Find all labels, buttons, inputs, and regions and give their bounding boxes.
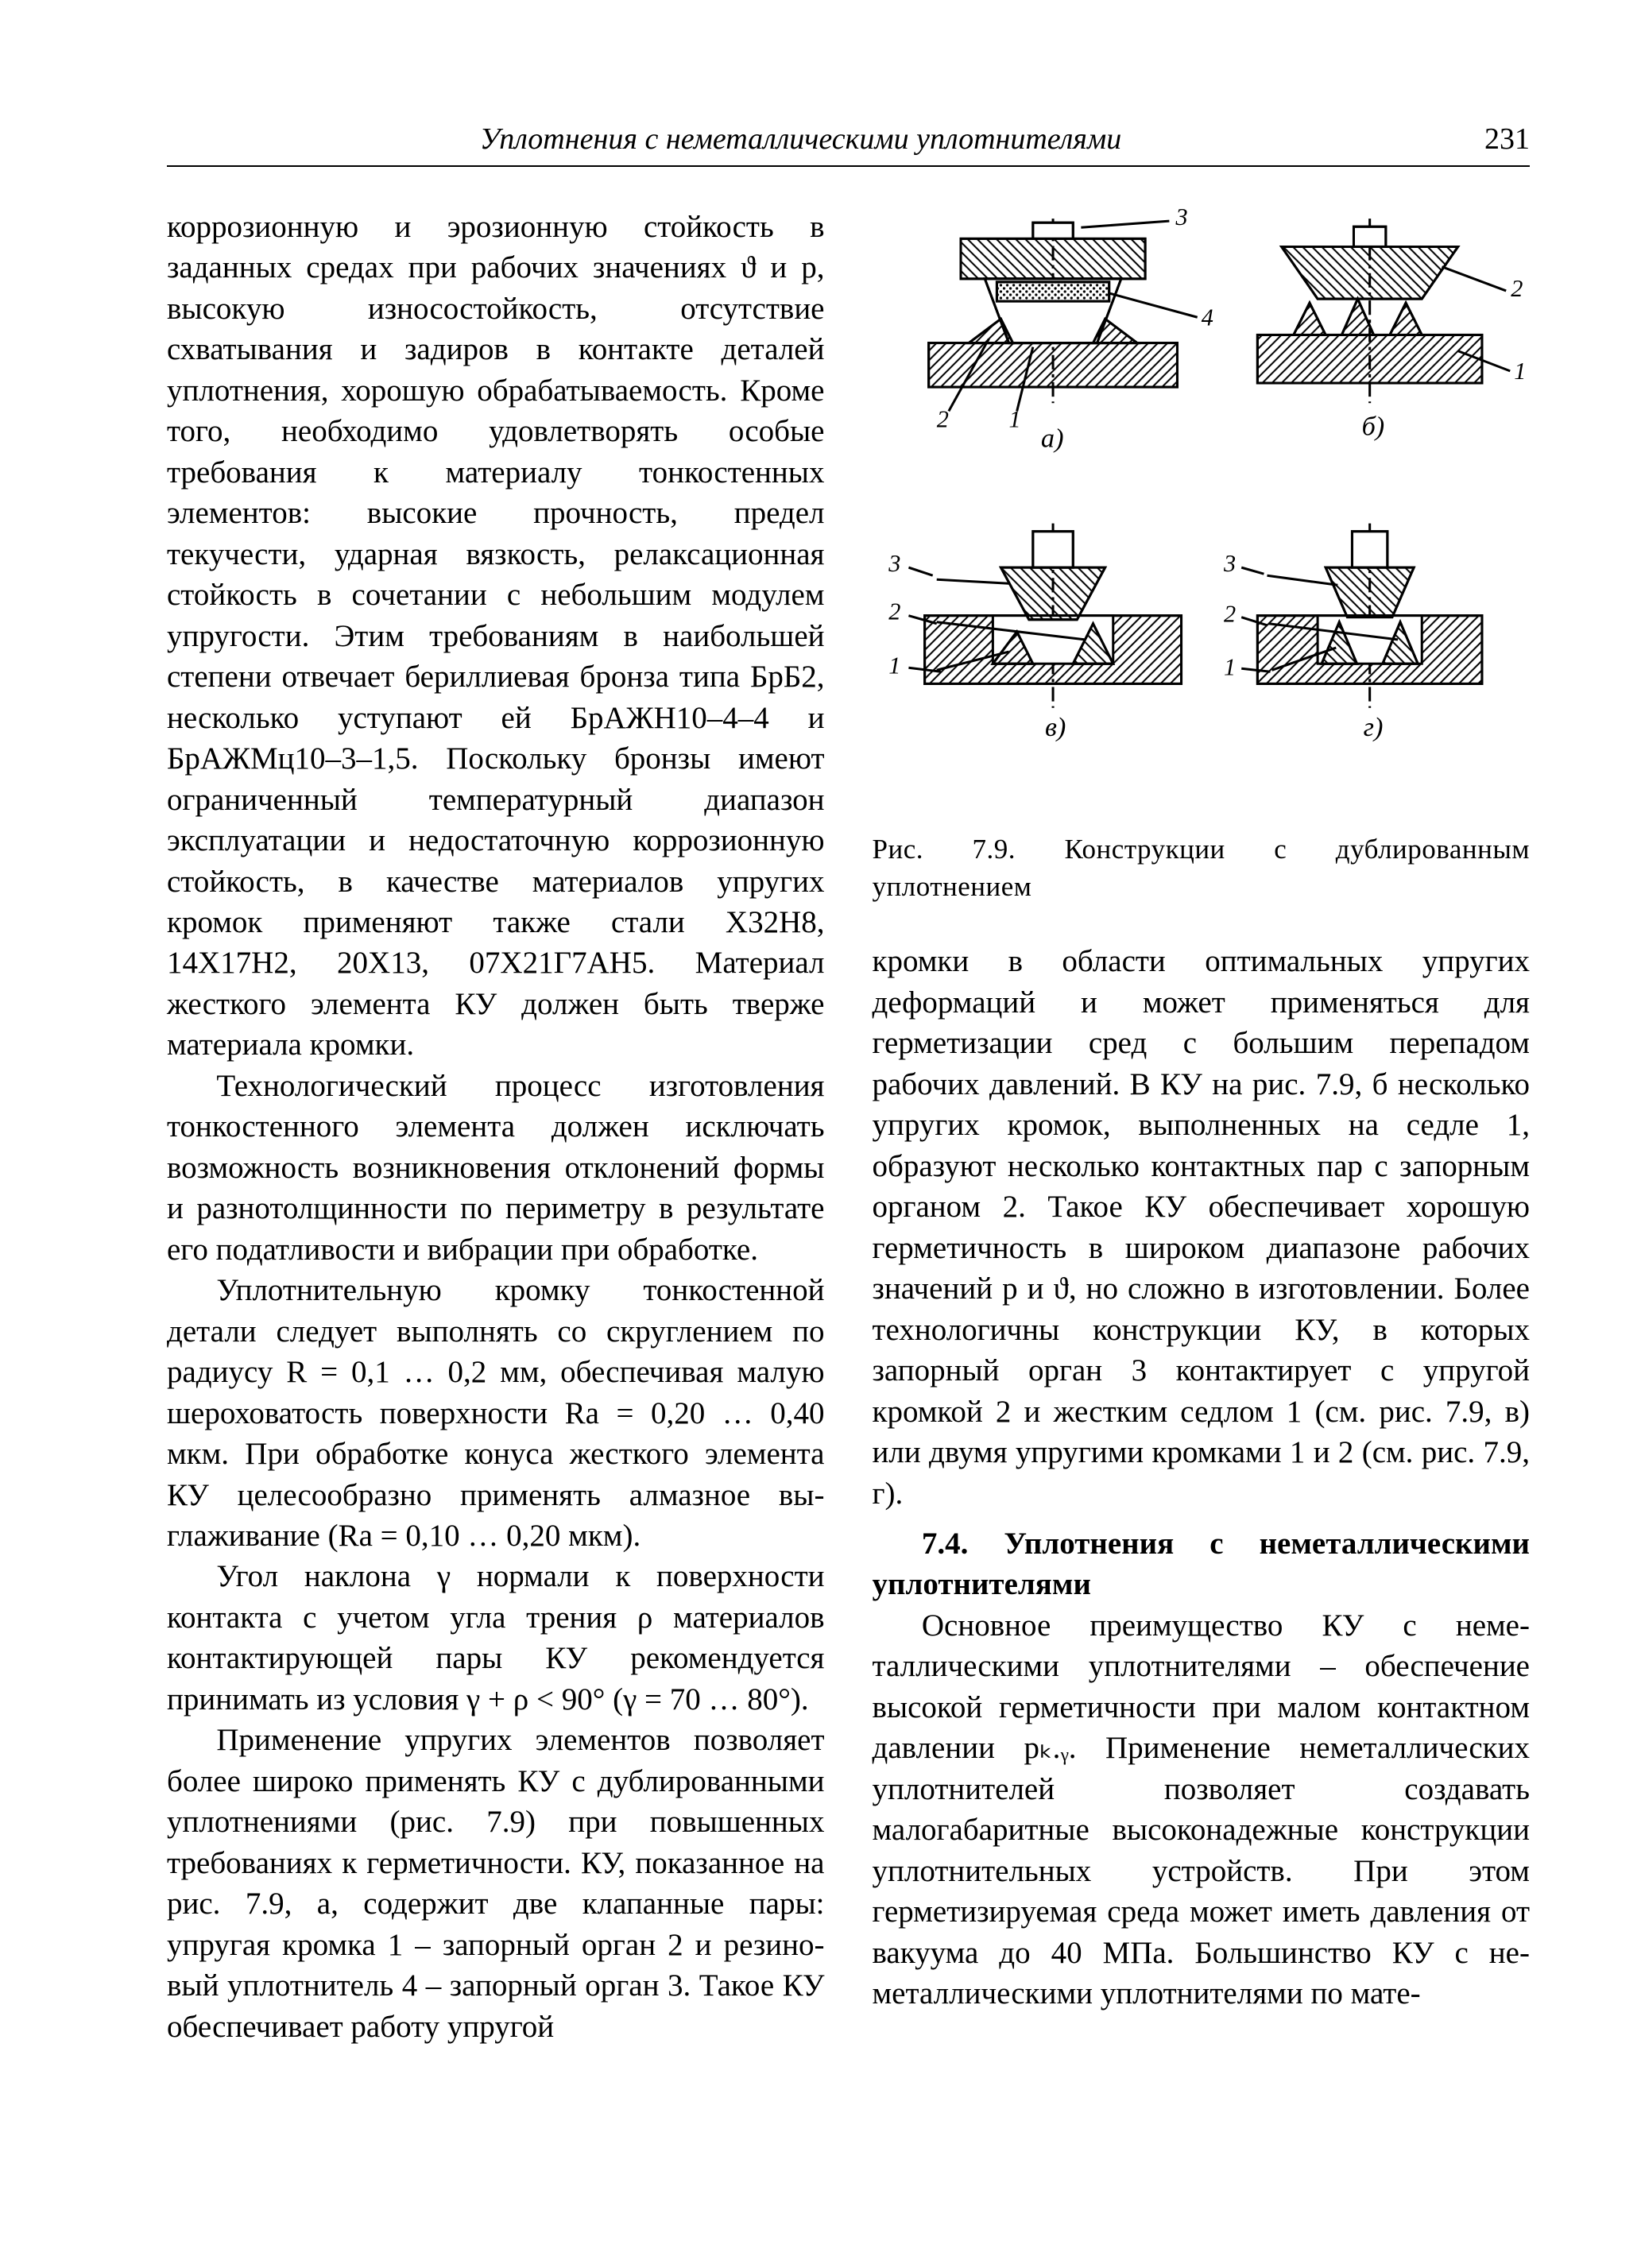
fig-a-label-1: 1 [1008, 406, 1020, 433]
page: Уплотнения с неметаллическими уплотнител… [0, 0, 1641, 2268]
page-number: 231 [1434, 119, 1530, 159]
fig-sublabel-v: в) [1044, 712, 1065, 742]
figure-7-9: 3 4 2 1 а) [873, 207, 1531, 905]
fig-a-label-3: 3 [1175, 207, 1187, 230]
paragraph-7: Основное преимущество КУ с неме­талличес… [873, 1605, 1531, 2014]
fig-v-label-1: 1 [888, 652, 900, 679]
figure-svg: 3 4 2 1 а) [873, 207, 1531, 816]
running-head: Уплотнения с неметаллическими уплотнител… [167, 119, 1530, 167]
fig-g-label-1: 1 [1224, 653, 1236, 680]
fig-b-label-1: 1 [1514, 358, 1526, 385]
paragraph-4: Угол наклона γ нормали к поверх­ности ко… [167, 1556, 825, 1720]
fig-g-label-2: 2 [1224, 601, 1236, 628]
spacer [873, 921, 1531, 941]
fig-v-label-2: 2 [888, 598, 900, 625]
paragraph-2: Технологический процесс изготовления тон… [167, 1066, 825, 1270]
paragraph-1: коррозионную и эрозионную стойкость в за… [167, 207, 825, 1066]
fig-g-label-3: 3 [1223, 550, 1236, 577]
fig-sublabel-a: а) [1040, 424, 1063, 454]
spacer [873, 1514, 1531, 1523]
fig-v-label-3: 3 [888, 550, 900, 577]
section-heading-7-4: 7.4. Уплотнения с неметаллическими уплот… [873, 1523, 1531, 1605]
fig-a-label-4: 4 [1201, 304, 1213, 331]
fig-sublabel-b: б) [1361, 412, 1384, 442]
text-columns: коррозионную и эрозионную стойкость в за… [167, 207, 1530, 2173]
running-title: Уплотнения с неметаллическими уплотнител… [167, 119, 1434, 159]
paragraph-3: Уплотнительную кромку тонкостенной детал… [167, 1270, 825, 1556]
figure-caption-prefix: Рис. 7.9. [873, 834, 1016, 865]
paragraph-6: кромки в области оптимальных упругих деф… [873, 941, 1531, 1514]
figure-caption: Рис. 7.9. Конструкции с дублированным уп… [873, 830, 1531, 906]
fig-b-label-2: 2 [1511, 275, 1523, 302]
fig-sublabel-g: г) [1363, 712, 1383, 742]
paragraph-5: Применение упругих элементов позво­ляет … [167, 1720, 825, 2047]
fig-a-label-2: 2 [936, 406, 948, 433]
